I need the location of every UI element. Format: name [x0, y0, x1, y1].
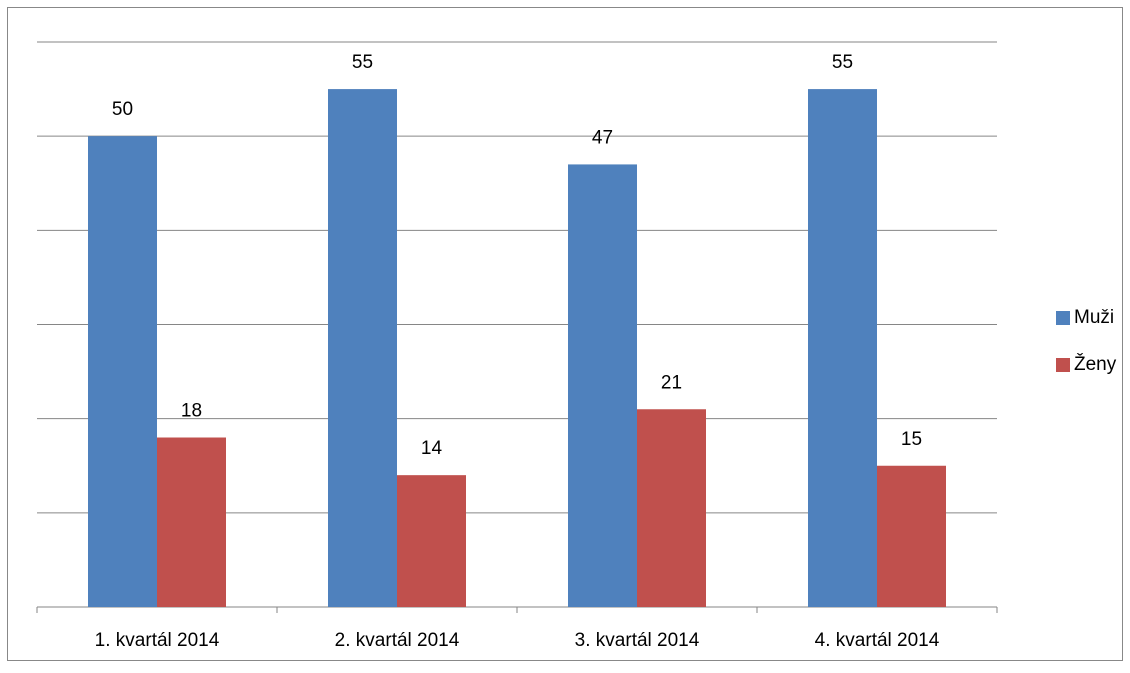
legend-swatch	[1056, 311, 1070, 325]
bar	[808, 89, 877, 608]
legend-label: Ženy	[1074, 353, 1117, 375]
bar	[157, 437, 226, 607]
x-tick-label: 4. kvartál 2014	[815, 630, 940, 651]
bar	[568, 164, 637, 607]
data-label: 15	[901, 429, 922, 450]
bar	[397, 475, 466, 607]
legend-label: Muži	[1074, 307, 1114, 328]
bar	[88, 136, 157, 607]
data-label: 47	[592, 127, 613, 148]
data-label: 21	[661, 372, 682, 393]
x-tick-label: 2. kvartál 2014	[335, 630, 460, 651]
data-label: 18	[181, 401, 202, 422]
data-label: 14	[421, 438, 443, 459]
data-label: 55	[832, 52, 853, 73]
legend-swatch	[1056, 358, 1070, 372]
bar	[328, 89, 397, 608]
x-tick-label: 1. kvartál 2014	[95, 630, 220, 651]
bar	[637, 409, 706, 607]
data-label: 55	[352, 52, 373, 73]
x-tick-label: 3. kvartál 2014	[575, 630, 700, 651]
data-label: 50	[112, 99, 133, 120]
bar	[877, 465, 946, 607]
